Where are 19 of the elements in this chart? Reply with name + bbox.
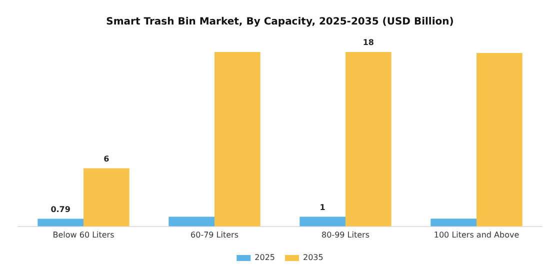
data-label: 6 xyxy=(104,154,110,164)
x-tick-label: 100 Liters and Above xyxy=(434,230,520,240)
bar xyxy=(38,218,84,226)
data-label: 18 xyxy=(362,38,374,48)
bar xyxy=(476,52,522,226)
data-label: 0.79 xyxy=(50,204,71,214)
bar xyxy=(346,52,392,226)
bar xyxy=(430,218,476,226)
x-tick-label: 80-99 Liters xyxy=(322,230,370,240)
x-tick-label: Below 60 Liters xyxy=(52,230,114,240)
data-label: 1 xyxy=(320,202,326,212)
legend-label: 2025 xyxy=(254,253,275,262)
bar xyxy=(168,216,214,226)
chart-title: Smart Trash Bin Market, By Capacity, 2025-2035 (USD Billion) xyxy=(106,16,454,28)
legend-label: 2035 xyxy=(303,253,324,262)
bar xyxy=(84,168,130,226)
bar xyxy=(214,52,260,226)
bar xyxy=(300,216,346,226)
x-tick-label: 60-79 Liters xyxy=(190,230,238,240)
